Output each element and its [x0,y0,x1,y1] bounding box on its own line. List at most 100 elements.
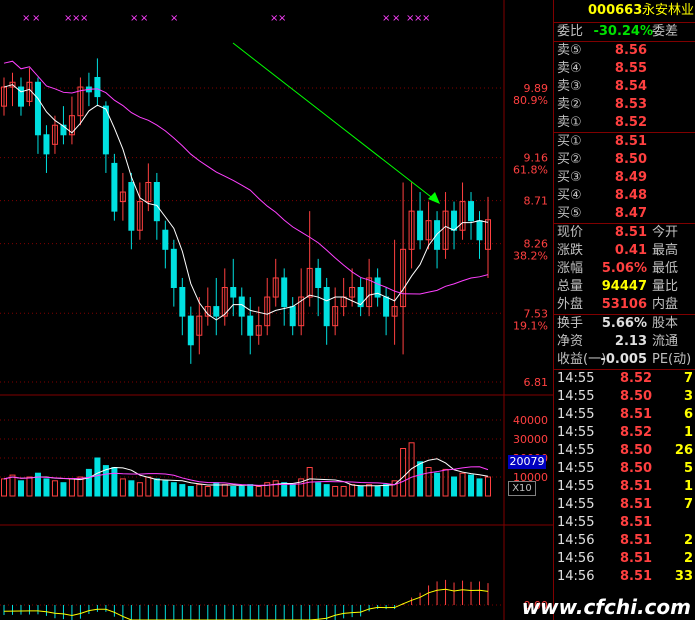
volume-bar [111,467,118,497]
sell-level-2-value: 8.53 [614,97,647,112]
candle-body [417,210,424,241]
volume-bar [417,461,424,497]
stock-code: 000663 [588,3,643,18]
tick-volume: 2 [683,551,693,566]
sell-level-5: 卖⑤ 8.56 [554,42,695,60]
quote-row-1-label2: 最高 [652,243,679,258]
volume-bar [43,478,50,497]
signal-marker: × [64,13,72,24]
candle-body [315,267,322,288]
volume-bar [170,482,177,497]
tick-volume: 2 [683,533,693,548]
candle-body [128,182,135,231]
macd-indicator [3,579,489,620]
buy-level-4-value: 8.48 [614,188,647,203]
buy-level-2: 买② 8.50 [554,151,695,169]
tick-time: 14:55 [557,515,595,530]
tick-row[interactable]: 14:56 8.51 2 [554,550,695,568]
tick-row[interactable]: 14:55 8.50 5 [554,460,695,478]
tick-price: 8.51 [620,515,653,530]
volume-tick-label: 10000 [513,471,548,484]
sell-level-4: 卖④ 8.55 [554,60,695,78]
volume-bar [196,484,203,497]
volume-bar [85,468,92,497]
volume-bar [68,478,75,497]
tick-row[interactable]: 14:55 8.51 6 [554,406,695,424]
volume-multiplier: X10 [508,481,536,496]
sell-level-2-label: 卖② [557,97,582,112]
volume-bar [128,480,135,497]
volume-bar [255,486,262,497]
tick-list[interactable]: 14:55 8.52 7 14:55 8.50 3 14:55 8.51 6 14:55 8.52 1… [554,369,695,586]
stats-row-1-label: 净资 [557,334,584,349]
signal-marker: × [140,13,148,24]
volume-bar [383,484,390,497]
volume-bar [408,442,415,497]
tick-row[interactable]: 14:55 8.50 3 [554,388,695,406]
sell-level-3-label: 卖③ [557,79,582,94]
candle-body [221,287,228,317]
tick-time: 14:55 [557,371,595,386]
buy-level-1-value: 8.51 [614,134,647,149]
quote-row-2: 涨幅 5.06% 最低 [554,260,695,278]
stats-row-1-label2: 流通 [652,334,679,349]
volume-bar [442,468,449,497]
candle-body [9,81,16,88]
tick-row[interactable]: 14:55 8.51 7 [554,496,695,514]
buy-level-5-value: 8.47 [614,206,647,221]
tick-row[interactable]: 14:56 8.51 2 [554,532,695,550]
buy-level-2-label: 买② [557,152,582,167]
candle-body [332,306,339,327]
tick-row[interactable]: 14:55 8.52 1 [554,424,695,442]
tick-row[interactable]: 14:55 8.51 1 [554,478,695,496]
tick-price: 8.51 [620,569,653,584]
volume-bar [468,474,475,497]
volume-bar [230,486,237,497]
tick-row[interactable]: 14:56 8.51 33 [554,568,695,586]
tick-volume: 3 [683,389,693,404]
volume-bar [374,486,381,497]
candle-body [459,201,466,231]
candle-body [162,229,169,250]
volume-bar [289,484,296,497]
buy-level-3-value: 8.49 [614,170,647,185]
volume-bar [476,478,483,497]
buy-level-1: 买① 8.51 [554,133,695,151]
volume-bar [247,484,254,497]
volume-bar [77,476,84,497]
stats-row-0: 换手 5.66% 股本 [554,315,695,333]
signal-marker: × [422,13,430,24]
buy-level-5-label: 买⑤ [557,206,582,221]
candle-body [136,201,143,231]
signal-marker: × [278,13,286,24]
signal-marker: × [382,13,390,24]
candle-body [255,325,262,336]
tick-row[interactable]: 14:55 8.51 [554,514,695,532]
tick-row[interactable]: 14:55 8.52 7 [554,370,695,388]
sell-level-2: 卖② 8.53 [554,96,695,114]
volume-bar [162,480,169,497]
candle-body [119,191,126,203]
tick-volume: 1 [683,479,693,494]
kline-chart[interactable]: × × × × × × × × × × × × × × × 9.8980.9%9.1661.8%8.718.… [0,0,553,620]
candle-body [451,210,458,231]
sell-orders: 卖⑤ 8.56 卖④ 8.55 卖③ 8.54 卖② 8.53 卖① 8.52 [554,41,695,132]
price-tick-label: 6.81 [524,376,549,389]
volume-bar [51,480,58,497]
candle-body [281,277,288,308]
candle-body [145,182,152,203]
candle-body [357,287,364,308]
candle-body [272,277,279,298]
tick-row[interactable]: 14:55 8.50 26 [554,442,695,460]
tick-price: 8.52 [620,425,653,440]
fundamental-stats: 换手 5.66% 股本 净资 2.13 流通 收益(一) -0.005 PE(动) [554,314,695,369]
watermark: www.cfchi.com [521,595,691,619]
volume-bar [391,480,398,497]
fib-pct-label: 80.9% [513,94,548,107]
ratio-label: 委比 [557,24,584,39]
volume-bar [136,482,143,497]
candle-body [238,296,245,317]
tick-time: 14:56 [557,569,595,584]
stock-name: 永安林业 [642,3,695,18]
